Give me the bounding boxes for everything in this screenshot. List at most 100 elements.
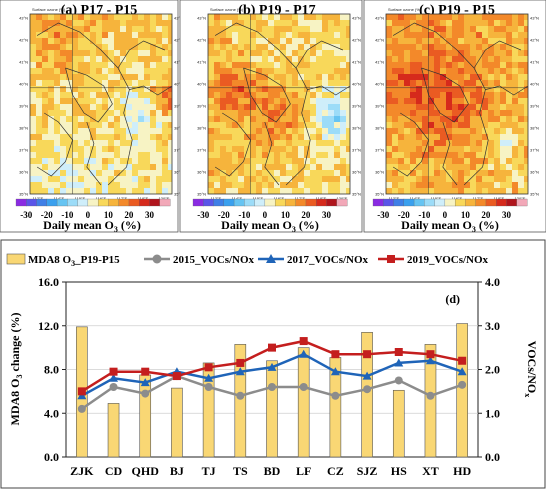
map-cell: [488, 68, 494, 74]
map-cell: [274, 152, 280, 158]
map-cell: [482, 164, 488, 170]
map-cell: [386, 74, 392, 80]
y-right-tick-label: 4.0: [485, 275, 500, 289]
map-cell: [168, 32, 172, 38]
map-cell: [114, 146, 120, 152]
map-cell: [416, 74, 422, 80]
map-lat-tick: 38°N: [352, 126, 361, 131]
colorbar-tick-label: 0: [86, 210, 91, 220]
map-cell: [524, 134, 528, 140]
map-cell: [386, 134, 392, 140]
map-cell: [470, 116, 476, 122]
map-cell: [144, 158, 150, 164]
map-cell: [422, 62, 428, 68]
map-cell: [96, 62, 102, 68]
map-cell: [244, 80, 250, 86]
map-cell: [156, 134, 162, 140]
map-cell: [316, 50, 322, 56]
map-cell: [96, 50, 102, 56]
colorbar-tick-label: 20: [301, 210, 311, 220]
map-cell: [524, 98, 528, 104]
map-cell: [416, 44, 422, 50]
map-cell: [214, 134, 220, 140]
map-cell: [428, 74, 434, 80]
map-cell: [280, 56, 286, 62]
map-cell: [446, 110, 452, 116]
map-cell: [126, 104, 132, 110]
map-cell: [482, 92, 488, 98]
map-cell: [144, 146, 150, 152]
map-cell: [226, 56, 232, 62]
map-cell: [346, 164, 350, 170]
x-tick-label-hd: HD: [453, 464, 471, 478]
map-cell: [156, 56, 162, 62]
map-cell: [458, 26, 464, 32]
map-cell: [120, 122, 126, 128]
map-cell: [54, 128, 60, 134]
map-cell: [404, 134, 410, 140]
map-cell: [346, 20, 350, 26]
map-cell: [322, 68, 328, 74]
map-cell: [268, 74, 274, 80]
map-cell: [506, 38, 512, 44]
colorbar-swatch: [213, 198, 225, 207]
map-cell: [488, 14, 494, 20]
map-cell: [262, 176, 268, 182]
map-cell: [304, 170, 310, 176]
map-cell: [132, 152, 138, 158]
map-cell: [476, 152, 482, 158]
map-boundary-line: [86, 121, 102, 186]
map-cell: [392, 104, 398, 110]
map-cell: [36, 152, 42, 158]
map-cell: [446, 122, 452, 128]
map-cell: [78, 134, 84, 140]
map-cell: [114, 176, 120, 182]
map-cell: [458, 14, 464, 20]
map-cell: [286, 26, 292, 32]
map-boundary-line: [243, 67, 291, 123]
map-cell: [138, 98, 144, 104]
map-cell: [452, 140, 458, 146]
map-lat-tick: 39°N: [197, 104, 206, 109]
map-cell: [268, 86, 274, 92]
map-cell: [232, 104, 238, 110]
map-cell: [72, 158, 78, 164]
map-cell: [232, 14, 238, 20]
map-cell: [30, 152, 36, 158]
x-tick-label-bj: BJ: [170, 464, 184, 478]
map-cell: [494, 104, 500, 110]
map-cell: [482, 182, 488, 188]
map-lon-tick: 120°E: [159, 196, 170, 201]
map-cell: [506, 74, 512, 80]
map-cell: [226, 68, 232, 74]
colorbar-tick-label: -20: [398, 210, 410, 220]
map-cell: [256, 104, 262, 110]
map-a-corner-note: Surface ozone (%): [32, 7, 66, 12]
map-cell: [144, 116, 150, 122]
map-cell: [494, 56, 500, 62]
map-lon-tick: 118°E: [494, 196, 505, 201]
map-cell: [96, 20, 102, 26]
map-cell: [322, 158, 328, 164]
map-cell: [322, 32, 328, 38]
map-cell: [482, 146, 488, 152]
map-cell: [96, 92, 102, 98]
map-cell: [42, 104, 48, 110]
map-cell: [322, 110, 328, 116]
map-cell: [132, 182, 138, 188]
map-cell: [72, 20, 78, 26]
map-cell: [66, 44, 72, 50]
map-cell: [250, 92, 256, 98]
map-cell: [392, 134, 398, 140]
colorbar-swatch: [87, 198, 99, 207]
map-cell: [434, 86, 440, 92]
map-cell: [126, 110, 132, 116]
map-cell: [346, 104, 350, 110]
map-cell: [220, 20, 226, 26]
map-cell: [250, 104, 256, 110]
map-cell: [220, 104, 226, 110]
map-cell: [334, 152, 340, 158]
map-cell: [96, 38, 102, 44]
map-cell: [102, 104, 108, 110]
map-cell: [102, 152, 108, 158]
